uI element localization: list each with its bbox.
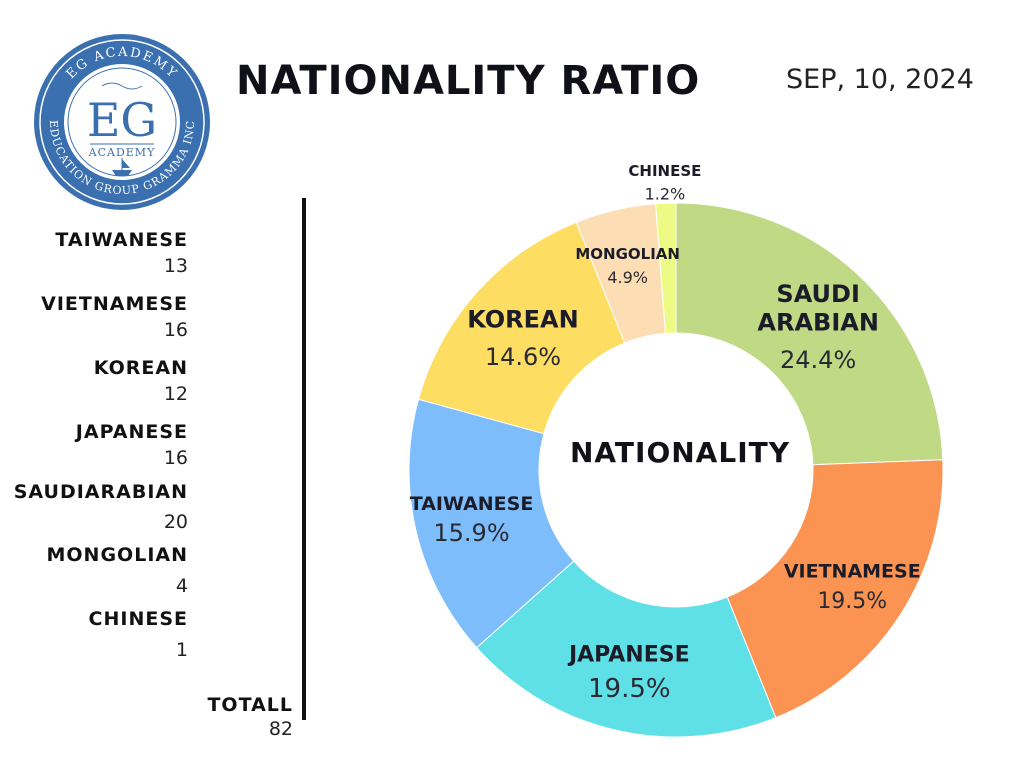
- legend-name-japanese: JAPANESE: [75, 421, 188, 443]
- legend-count-mongolian: 4: [175, 575, 188, 597]
- slice-percent-chinese: 1.2%: [645, 184, 686, 203]
- slice-percent-japanese: 19.5%: [588, 674, 671, 704]
- slice-label-saudi-arabian-1: SAUDI: [776, 280, 859, 308]
- page-title: NATIONALITY RATIO: [236, 58, 701, 104]
- donut-center-label: NATIONALITY: [570, 436, 790, 469]
- slice-korean: [417, 221, 626, 435]
- logo-monogram: EG: [87, 93, 157, 147]
- slice-percent-mongolian: 4.9%: [607, 268, 648, 287]
- ship-icon: [112, 158, 132, 176]
- slice-percent-vietnamese: 19.5%: [817, 589, 887, 614]
- legend-count-korean: 12: [163, 383, 188, 405]
- legend-name-taiwanese: TAIWANESE: [55, 229, 188, 251]
- slice-label-chinese: CHINESE: [628, 162, 701, 180]
- slice-saudi-arabian: [675, 202, 944, 466]
- legend-name-chinese: CHINESE: [88, 608, 188, 630]
- slice-percent-korean: 14.6%: [485, 343, 561, 371]
- slice-label-korean: KOREAN: [467, 306, 578, 334]
- slice-percent-saudi-arabian: 24.4%: [780, 346, 856, 374]
- total-label: TOTALL: [207, 694, 293, 716]
- legend-count-japanese: 16: [163, 447, 188, 469]
- legend-count-vietnamese: 16: [163, 319, 188, 341]
- vertical-divider: [302, 198, 306, 720]
- slice-label-vietnamese: VIETNAMESE: [784, 560, 921, 582]
- total-value: 82: [268, 718, 293, 740]
- legend-name-vietnamese: VIETNAMESE: [41, 293, 188, 315]
- slice-label-mongolian: MONGOLIAN: [575, 245, 680, 263]
- legend-count-taiwanese: 13: [163, 255, 188, 277]
- logo-word: ACADEMY: [88, 146, 156, 159]
- slice-vietnamese: [726, 459, 944, 719]
- legend-name-saudiarabian: SAUDIARABIAN: [13, 481, 188, 503]
- slice-chinese: [655, 202, 677, 334]
- eg-academy-logo: EG ACADEMY EDUCATION GROUP GRAMMA INC EG…: [34, 34, 210, 210]
- legend-count-saudiarabian: 20: [163, 511, 188, 533]
- report-date: SEP, 10, 2024: [786, 64, 974, 95]
- slice-label-japanese: JAPANESE: [567, 643, 690, 668]
- slice-japanese: [475, 560, 777, 738]
- ornament-icon: [101, 82, 143, 90]
- slice-label-saudi-arabian-2: ARABIAN: [757, 309, 879, 337]
- slice-label-taiwanese: TAIWANESE: [410, 493, 534, 515]
- slice-percent-taiwanese: 15.9%: [433, 519, 509, 547]
- legend-name-korean: KOREAN: [93, 357, 188, 379]
- legend-name-mongolian: MONGOLIAN: [46, 544, 188, 566]
- legend-count-chinese: 1: [175, 639, 188, 661]
- slice-taiwanese: [408, 398, 575, 649]
